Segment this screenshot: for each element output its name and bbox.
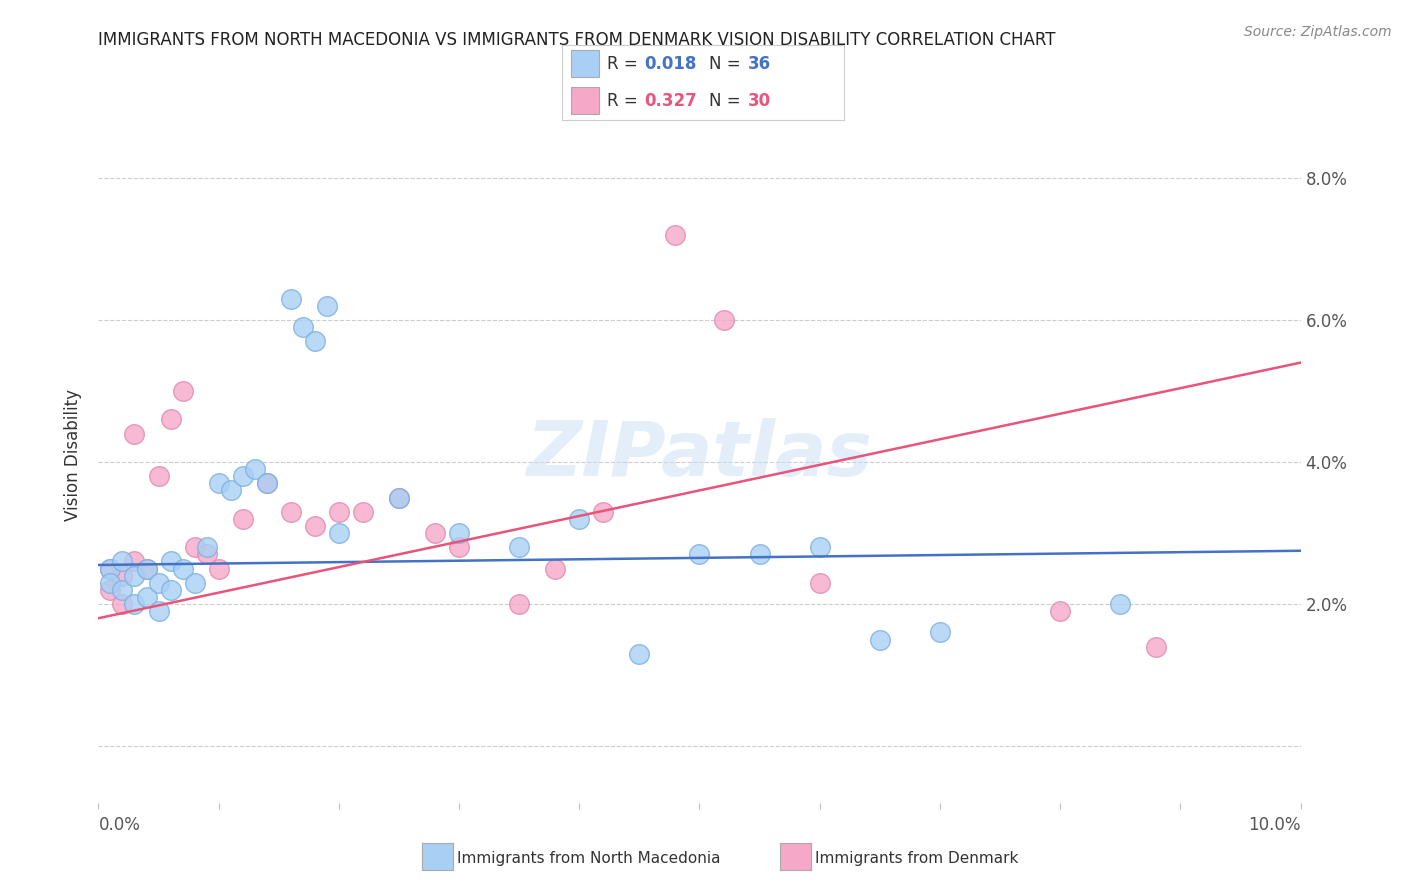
Point: [664, 227, 686, 242]
Point: [124, 597, 146, 611]
Point: [447, 540, 470, 554]
Point: [111, 554, 134, 568]
Text: 10.0%: 10.0%: [1249, 816, 1301, 834]
Point: [328, 505, 350, 519]
Text: 0.0%: 0.0%: [98, 816, 141, 834]
Text: N =: N =: [709, 92, 745, 110]
Point: [869, 632, 891, 647]
Text: ZIPatlas: ZIPatlas: [526, 418, 873, 491]
Point: [280, 505, 302, 519]
Point: [124, 568, 146, 582]
Point: [447, 526, 470, 541]
FancyBboxPatch shape: [571, 50, 599, 78]
Point: [124, 554, 146, 568]
Point: [508, 540, 530, 554]
Point: [304, 334, 326, 349]
Point: [111, 597, 134, 611]
Point: [100, 582, 122, 597]
Point: [159, 412, 181, 426]
Text: Immigrants from North Macedonia: Immigrants from North Macedonia: [457, 851, 720, 865]
Point: [689, 547, 711, 561]
Point: [423, 526, 446, 541]
Point: [195, 547, 218, 561]
Point: [111, 582, 134, 597]
Point: [304, 519, 326, 533]
Point: [232, 512, 254, 526]
Point: [544, 561, 567, 575]
Point: [208, 561, 231, 575]
Point: [243, 462, 266, 476]
Text: N =: N =: [709, 54, 745, 72]
Point: [280, 292, 302, 306]
Point: [100, 561, 122, 575]
Point: [159, 582, 181, 597]
Point: [232, 469, 254, 483]
Point: [592, 505, 614, 519]
Point: [135, 561, 157, 575]
Point: [135, 561, 157, 575]
Point: [100, 575, 122, 590]
Point: [219, 483, 242, 498]
Point: [929, 625, 952, 640]
Point: [808, 575, 831, 590]
Point: [148, 469, 170, 483]
Point: [1144, 640, 1167, 654]
Text: R =: R =: [607, 54, 644, 72]
Point: [748, 547, 770, 561]
Point: [291, 320, 314, 334]
Point: [352, 505, 374, 519]
Point: [100, 561, 122, 575]
Point: [135, 590, 157, 604]
Point: [183, 540, 205, 554]
Text: Source: ZipAtlas.com: Source: ZipAtlas.com: [1244, 25, 1392, 39]
Point: [148, 604, 170, 618]
Y-axis label: Vision Disability: Vision Disability: [65, 389, 83, 521]
Point: [1049, 604, 1071, 618]
Text: Immigrants from Denmark: Immigrants from Denmark: [815, 851, 1019, 865]
Text: 30: 30: [748, 92, 770, 110]
Point: [148, 575, 170, 590]
Point: [172, 384, 194, 398]
Point: [713, 313, 735, 327]
Point: [172, 561, 194, 575]
Point: [315, 299, 337, 313]
Point: [508, 597, 530, 611]
Point: [388, 491, 411, 505]
Text: IMMIGRANTS FROM NORTH MACEDONIA VS IMMIGRANTS FROM DENMARK VISION DISABILITY COR: IMMIGRANTS FROM NORTH MACEDONIA VS IMMIG…: [98, 31, 1056, 49]
Text: R =: R =: [607, 92, 644, 110]
Point: [208, 476, 231, 491]
Point: [328, 526, 350, 541]
Point: [808, 540, 831, 554]
Point: [568, 512, 591, 526]
Text: 0.327: 0.327: [644, 92, 697, 110]
Text: 0.018: 0.018: [644, 54, 696, 72]
Point: [256, 476, 278, 491]
FancyBboxPatch shape: [571, 87, 599, 114]
Point: [195, 540, 218, 554]
Point: [159, 554, 181, 568]
Point: [111, 568, 134, 582]
Point: [388, 491, 411, 505]
Text: 36: 36: [748, 54, 770, 72]
Point: [256, 476, 278, 491]
Point: [628, 647, 651, 661]
Point: [183, 575, 205, 590]
Point: [124, 426, 146, 441]
Point: [1109, 597, 1132, 611]
